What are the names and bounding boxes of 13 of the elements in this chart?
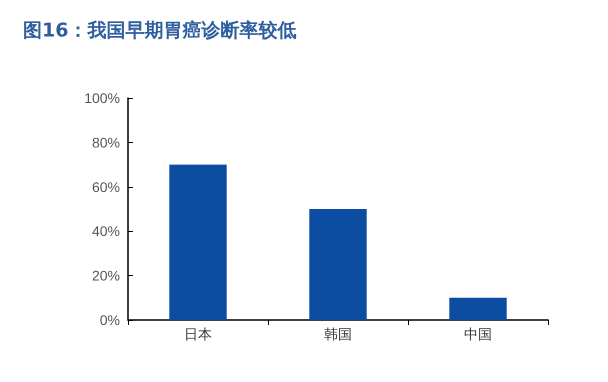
y-tick-label: 40% [92,223,120,240]
x-tick-label: 中国 [464,327,492,343]
x-tick-label: 韩国 [324,327,352,343]
bar [449,298,507,320]
y-tick-label: 20% [92,268,120,284]
chart-title: 图16：我国早期胃癌诊断率较低 [23,20,296,42]
y-tick-label: 0% [100,312,120,328]
bar [169,164,227,320]
y-tick-label: 80% [92,134,120,150]
y-tick-label: 100% [84,90,120,106]
x-tick-label: 日本 [184,327,212,343]
bar [309,209,367,320]
y-tick-label: 60% [92,178,120,195]
